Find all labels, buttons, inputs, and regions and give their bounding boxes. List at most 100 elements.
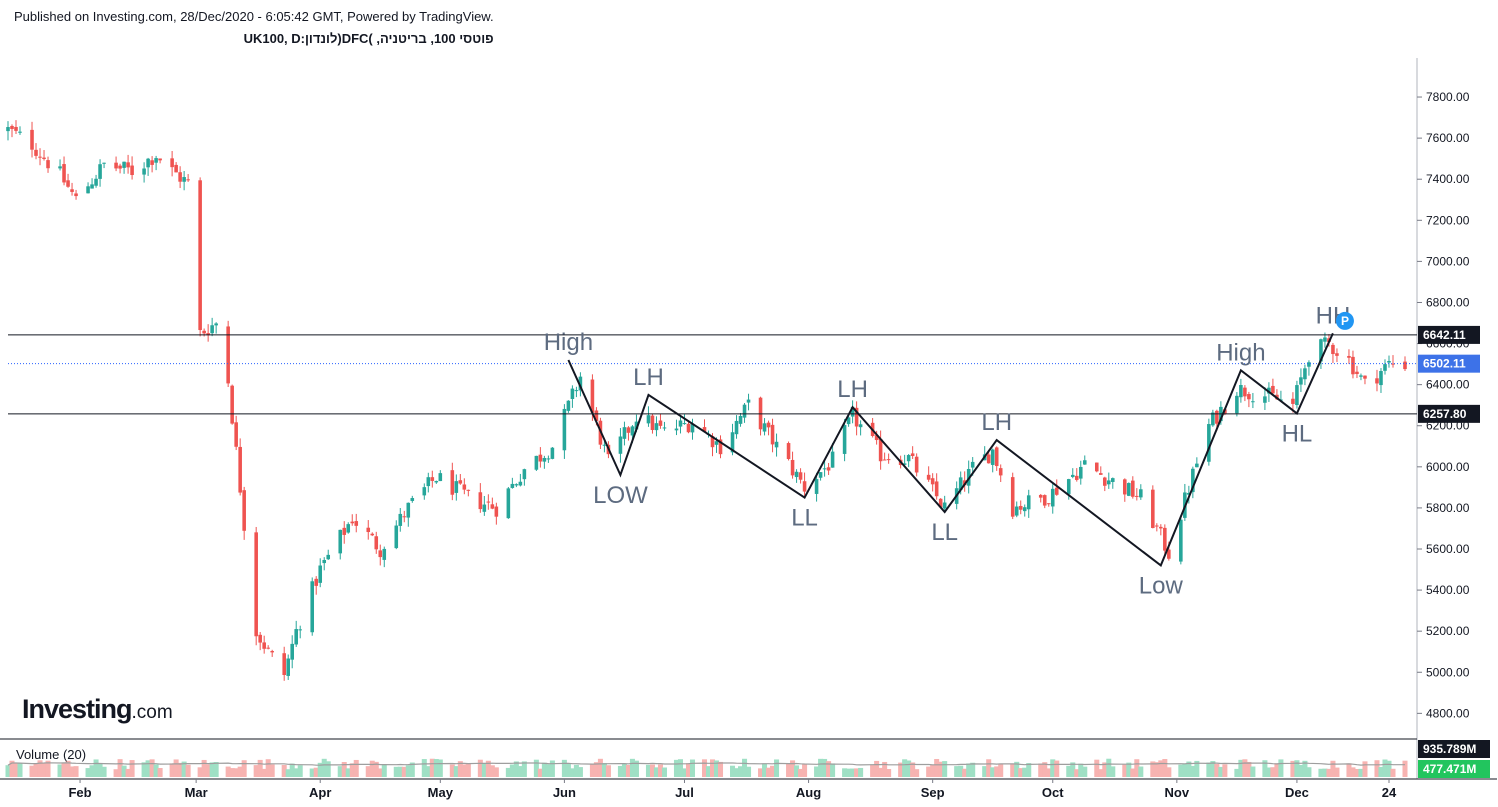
candle-body	[346, 524, 351, 533]
candle-body	[1291, 398, 1295, 404]
volume-bar	[33, 763, 39, 777]
candle-body	[270, 651, 274, 653]
volume-bar	[1206, 762, 1212, 777]
volume-bar	[513, 761, 519, 777]
volume-bar	[1242, 759, 1248, 777]
candle-body	[158, 158, 162, 161]
candle-body	[550, 447, 555, 459]
annotation-label: LH	[837, 376, 868, 403]
volume-bar	[129, 760, 135, 777]
candle-body	[1123, 479, 1127, 495]
volume-bar	[1302, 760, 1308, 777]
candle-body	[102, 162, 106, 164]
candle-body	[86, 186, 90, 194]
volume-bar	[101, 766, 107, 777]
candle-body	[718, 439, 723, 455]
volume-bar	[774, 759, 780, 777]
volume-bar	[37, 760, 43, 777]
candle-body	[1191, 468, 1195, 493]
candle-body	[1295, 385, 1299, 406]
candle-body	[438, 473, 443, 482]
candle-body	[94, 178, 98, 186]
volume-bar	[369, 760, 375, 777]
volume-bar	[1070, 762, 1076, 777]
p-marker-icon[interactable]	[1335, 311, 1354, 330]
candle-body	[310, 581, 315, 633]
price-axis[interactable]: 4800.00 5000.00 5200.00 5400.00 5600.00 5800.…	[1417, 90, 1470, 720]
chart-frame	[0, 58, 1497, 780]
volume-bar	[5, 765, 11, 777]
volume-bar	[990, 767, 996, 777]
volume-bar	[1082, 766, 1088, 777]
volume-bar	[1122, 764, 1128, 777]
volume-bar	[1246, 761, 1252, 777]
volume-bar	[73, 766, 79, 777]
volume-bar	[65, 760, 71, 777]
volume-max-badge	[1418, 740, 1490, 758]
candle-body	[738, 415, 743, 424]
volume-bar	[493, 767, 499, 777]
price-tick-label: 6000.00	[1426, 460, 1470, 474]
volume-bar	[1334, 767, 1340, 777]
candle-body	[774, 441, 779, 448]
candle-body	[578, 376, 583, 391]
annotation-label: LH	[633, 364, 664, 391]
volume-bar	[1078, 763, 1084, 777]
candle-body	[1026, 495, 1031, 510]
candle-body	[734, 420, 739, 435]
volume-bar	[657, 764, 663, 777]
volume-bar	[902, 759, 908, 777]
volume-bar	[818, 758, 824, 777]
candle-body	[514, 484, 519, 486]
candle-body	[1375, 378, 1379, 384]
volume-bar	[421, 759, 427, 777]
volume-bar	[934, 758, 940, 777]
volume-bar	[1138, 766, 1144, 777]
candle-body	[1247, 394, 1251, 400]
volume-bar	[521, 761, 527, 777]
volume-bar	[1362, 761, 1368, 777]
volume-bar	[1318, 768, 1324, 777]
time-tick-label: Mar	[185, 785, 208, 800]
volume-bar	[966, 763, 972, 777]
price-tick-label: 5000.00	[1426, 665, 1470, 679]
price-tick-label: 7400.00	[1426, 172, 1470, 186]
volume-bar	[1134, 759, 1140, 777]
volume-bar	[717, 761, 724, 777]
price-tick-label: 5400.00	[1426, 583, 1470, 597]
volume-bar	[734, 768, 740, 777]
volume-bar	[962, 768, 968, 777]
candle-body	[1235, 395, 1239, 414]
volume-bar	[1126, 762, 1132, 777]
volume-bar	[1290, 760, 1296, 777]
candle-body	[1078, 466, 1083, 479]
volume-bar	[289, 763, 295, 777]
candle-body	[186, 179, 190, 181]
volume-bar	[1390, 768, 1396, 777]
volume-bar	[1154, 762, 1160, 777]
volume-indicator-label[interactable]: Volume (20)	[16, 747, 87, 762]
volume-bar	[746, 766, 752, 777]
volume-bar	[125, 768, 131, 777]
candle-body	[1319, 339, 1323, 362]
candle-body	[266, 647, 270, 649]
candle-body	[818, 472, 823, 478]
volume-bar	[758, 768, 764, 777]
volume-bar	[886, 769, 892, 777]
volume-bar	[377, 768, 383, 777]
time-axis[interactable]: Feb Mar Apr May Jun Jul Aug Sep Oct Nov Dec 24	[68, 779, 1397, 800]
time-tick-label: Aug	[796, 785, 821, 800]
candle-body	[914, 456, 919, 473]
volume-bar	[982, 766, 988, 777]
volume-bar	[425, 766, 431, 777]
volume-bar	[61, 762, 67, 777]
candle-body	[6, 127, 10, 132]
volume-bar	[1050, 759, 1056, 777]
candle-body	[350, 521, 355, 524]
volume-bar	[826, 761, 832, 777]
volume-bar	[1186, 761, 1192, 777]
volume-bar	[770, 765, 776, 777]
candle-body	[1159, 526, 1163, 529]
volume-bar	[629, 758, 635, 777]
